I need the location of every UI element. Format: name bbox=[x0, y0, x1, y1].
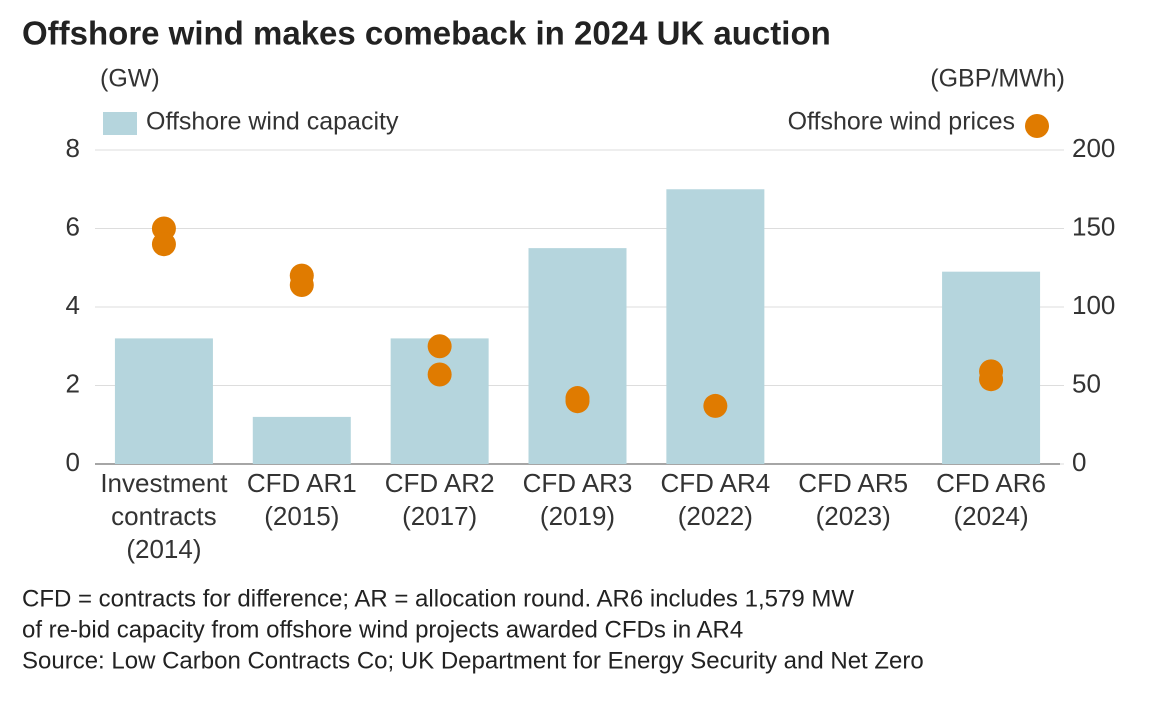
y2-tick-label: 50 bbox=[1072, 368, 1101, 398]
x-tick-label: CFD AR2 bbox=[385, 468, 495, 498]
x-tick-label: CFD AR6 bbox=[936, 468, 1046, 498]
y-axis-label: (GW) bbox=[100, 65, 160, 93]
price-dot bbox=[151, 232, 176, 257]
bar bbox=[528, 248, 627, 464]
price-dot bbox=[427, 362, 452, 387]
x-tick-label: Investment bbox=[100, 468, 228, 498]
legend-label: Offshore wind capacity bbox=[146, 108, 399, 136]
x-tick-label: (2017) bbox=[402, 501, 477, 531]
y2-tick-label: 150 bbox=[1072, 211, 1115, 241]
y-tick-label: 8 bbox=[66, 133, 80, 163]
chart-title: Offshore wind makes comeback in 2024 UK … bbox=[22, 15, 831, 52]
legend-swatch bbox=[103, 112, 137, 135]
y-tick-label: 2 bbox=[66, 368, 80, 398]
y2-tick-label: 100 bbox=[1072, 290, 1115, 320]
x-tick-label: CFD AR3 bbox=[523, 468, 633, 498]
x-tick-label: CFD AR5 bbox=[798, 468, 908, 498]
price-dot bbox=[289, 273, 314, 298]
bar bbox=[252, 416, 351, 464]
x-tick-label: (2024) bbox=[953, 501, 1028, 531]
footnote: Source: Low Carbon Contracts Co; UK Depa… bbox=[22, 647, 924, 674]
x-tick-label: (2022) bbox=[678, 501, 753, 531]
price-dot bbox=[703, 393, 728, 418]
footnote: CFD = contracts for difference; AR = all… bbox=[22, 585, 854, 612]
legend-swatch bbox=[1025, 114, 1049, 138]
x-tick-label: (2014) bbox=[126, 534, 201, 564]
y-tick-label: 0 bbox=[66, 447, 80, 477]
x-tick-label: contracts bbox=[111, 501, 217, 531]
x-tick-label: CFD AR4 bbox=[660, 468, 770, 498]
y2-axis-label: (GBP/MWh) bbox=[930, 65, 1065, 93]
price-dot bbox=[979, 367, 1004, 392]
bar bbox=[390, 338, 489, 464]
bar bbox=[114, 338, 213, 464]
x-tick-label: (2023) bbox=[816, 501, 891, 531]
x-tick-label: CFD AR1 bbox=[247, 468, 357, 498]
legend-label: Offshore wind prices bbox=[788, 108, 1015, 136]
y-tick-label: 6 bbox=[66, 211, 80, 241]
x-tick-label: (2019) bbox=[540, 501, 615, 531]
x-tick-label: (2015) bbox=[264, 501, 339, 531]
price-dot bbox=[565, 389, 590, 414]
y-tick-label: 4 bbox=[66, 290, 80, 320]
price-dot bbox=[427, 334, 452, 359]
bar bbox=[666, 189, 765, 464]
footnote: of re-bid capacity from offshore wind pr… bbox=[22, 616, 743, 643]
y2-tick-label: 200 bbox=[1072, 133, 1115, 163]
y2-tick-label: 0 bbox=[1072, 447, 1086, 477]
